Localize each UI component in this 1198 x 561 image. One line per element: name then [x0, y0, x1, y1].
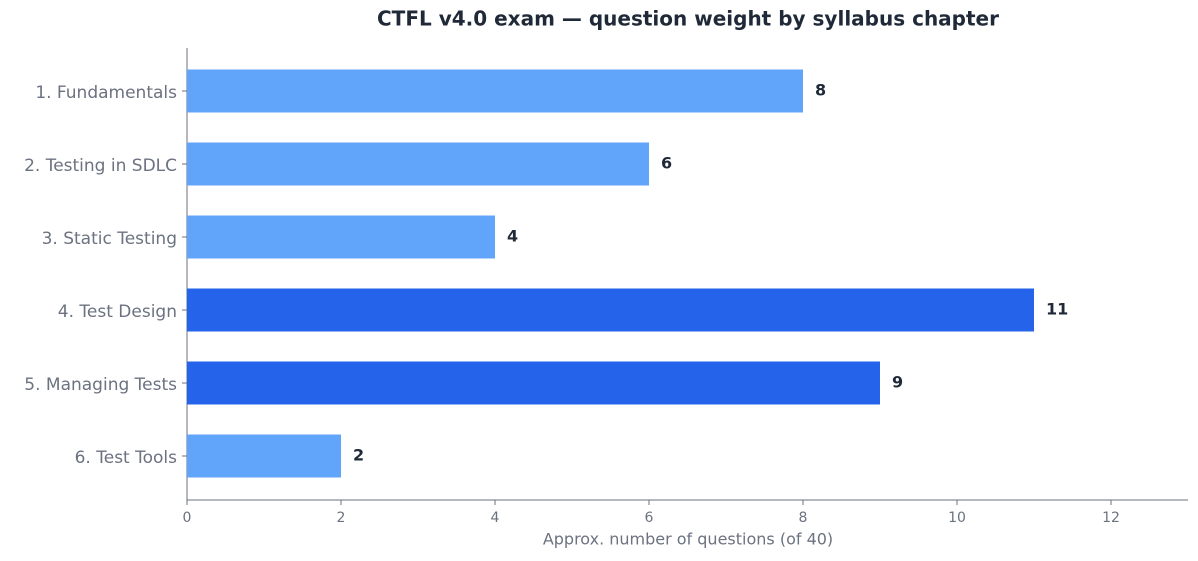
value-label: 11	[1046, 300, 1068, 319]
x-tick-label: 4	[491, 510, 500, 526]
bar	[187, 361, 880, 405]
x-tick-label: 0	[183, 510, 192, 526]
x-tick-label: 2	[337, 510, 346, 526]
y-tick-label: 5. Managing Tests	[24, 375, 177, 395]
bar	[187, 69, 803, 113]
bar	[187, 215, 495, 259]
value-label: 8	[815, 81, 826, 100]
value-label: 2	[353, 446, 364, 465]
x-tick-label: 12	[1102, 510, 1120, 526]
y-tick-label: 4. Test Design	[58, 302, 177, 322]
x-tick-label: 10	[948, 510, 966, 526]
y-tick-label: 2. Testing in SDLC	[24, 156, 177, 176]
bar	[187, 288, 1034, 332]
y-tick-label: 3. Static Testing	[42, 229, 177, 249]
y-tick-label: 6. Test Tools	[75, 448, 178, 468]
bar	[187, 142, 649, 186]
x-tick-label: 6	[645, 510, 654, 526]
x-tick-label: 8	[799, 510, 808, 526]
value-label: 4	[507, 227, 518, 246]
bar	[187, 434, 341, 478]
chart-title: CTFL v4.0 exam — question weight by syll…	[377, 7, 999, 31]
x-axis-label: Approx. number of questions (of 40)	[543, 530, 833, 549]
y-tick-label: 1. Fundamentals	[35, 83, 177, 103]
value-label: 9	[892, 373, 903, 392]
value-label: 6	[661, 154, 672, 173]
